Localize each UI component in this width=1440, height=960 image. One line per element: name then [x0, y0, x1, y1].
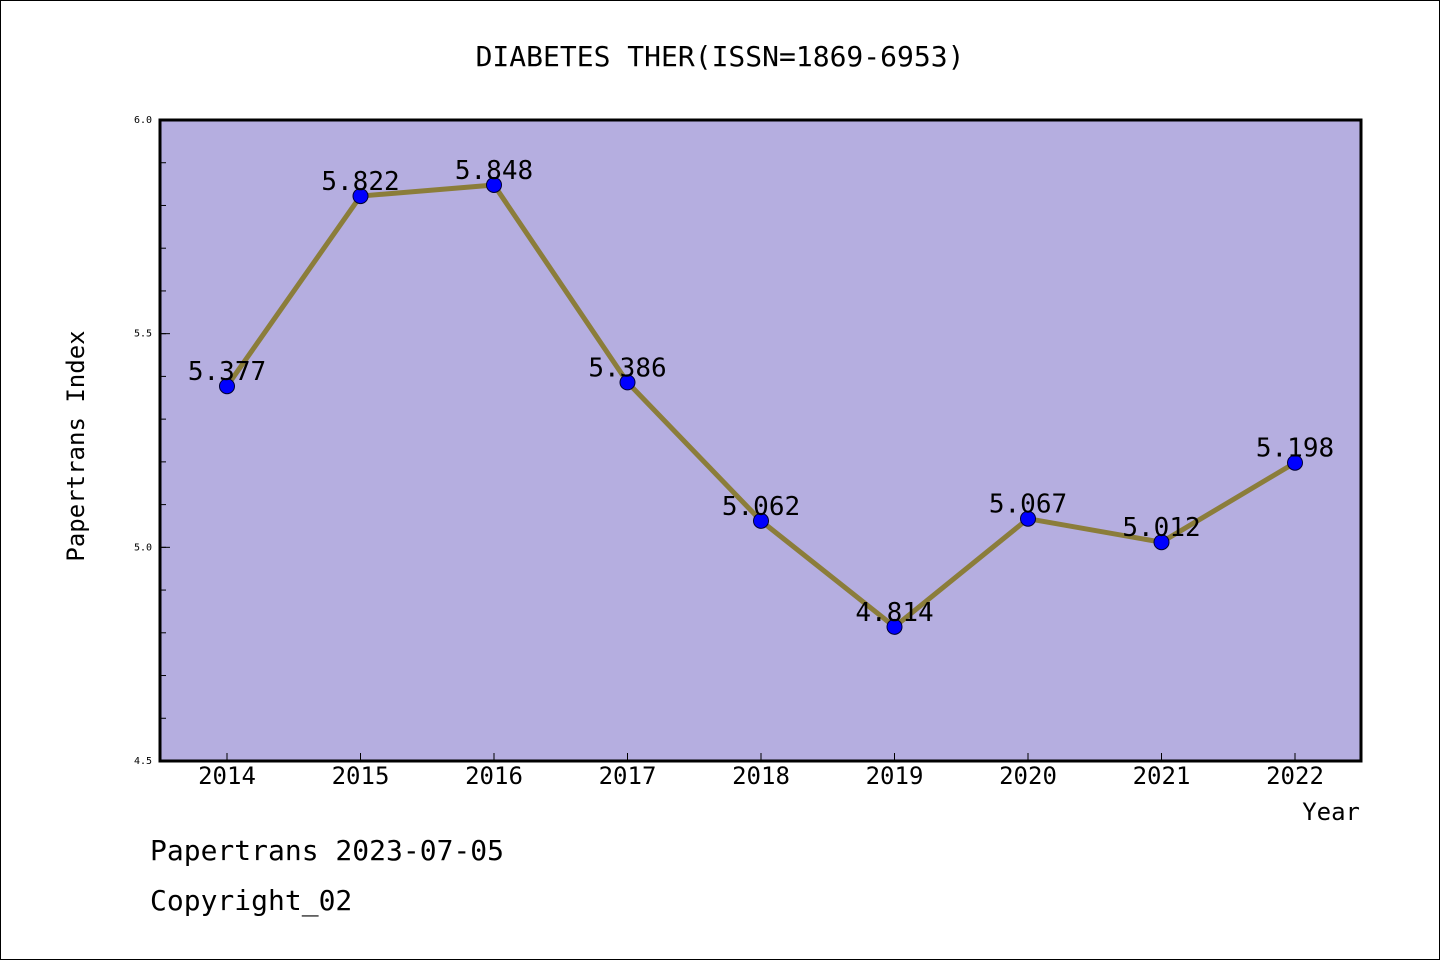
data-point-marker	[352, 188, 369, 205]
y-tick-label: 5.5	[134, 329, 152, 340]
data-point-marker	[619, 374, 636, 391]
data-point-marker	[1020, 510, 1036, 527]
data-label: 5.848	[455, 156, 533, 186]
plot-area	[158, 118, 1363, 763]
footer-date: Papertrans 2023-07-05	[150, 834, 505, 867]
data-point-marker	[219, 378, 235, 395]
data-label: 5.198	[1256, 434, 1334, 464]
footer-copyright: Copyright_02	[150, 884, 353, 917]
y-axis-label: Papertrans Index	[62, 330, 90, 561]
y-tick-label: 6.0	[134, 115, 152, 126]
data-label: 4.814	[855, 598, 933, 628]
y-tick-label: 5.0	[134, 542, 152, 553]
data-label: 5.067	[989, 490, 1067, 520]
x-tick-label: 2015	[332, 762, 390, 790]
data-point-marker	[1153, 534, 1170, 551]
y-tick-label: 4.5	[134, 756, 152, 767]
x-tick-label: 2018	[732, 762, 790, 790]
x-tick-label: 2014	[198, 762, 256, 790]
x-axis-label: Year	[1302, 798, 1360, 826]
x-tick-label: 2019	[866, 762, 924, 790]
data-label: 5.822	[321, 167, 399, 197]
x-tick-label: 2020	[999, 762, 1057, 790]
data-label: 5.377	[188, 357, 266, 387]
x-tick-label: 2016	[465, 762, 523, 790]
data-label: 5.386	[588, 353, 666, 383]
data-label: 5.062	[722, 492, 800, 522]
y-axis: 4.5 5.0 5.5 6.0	[134, 115, 170, 767]
x-tick-label: 2022	[1266, 762, 1324, 790]
x-tick-label: 2017	[599, 762, 657, 790]
data-point-marker	[753, 512, 769, 529]
data-label: 5.012	[1122, 513, 1200, 543]
x-axis: 2014 2015 2016 2017 2018 2019 2020 2021 2022	[198, 753, 1324, 790]
chart-title: DIABETES THER(ISSN=1869-6953)	[476, 40, 965, 73]
data-point-marker	[886, 618, 903, 635]
x-tick-label: 2021	[1133, 762, 1191, 790]
data-point-marker	[486, 176, 502, 193]
series: 5.377 5.822 5.848 5.386 5.062 4.814 5.067 5.012…	[188, 156, 1334, 635]
data-point-marker	[1287, 454, 1303, 471]
